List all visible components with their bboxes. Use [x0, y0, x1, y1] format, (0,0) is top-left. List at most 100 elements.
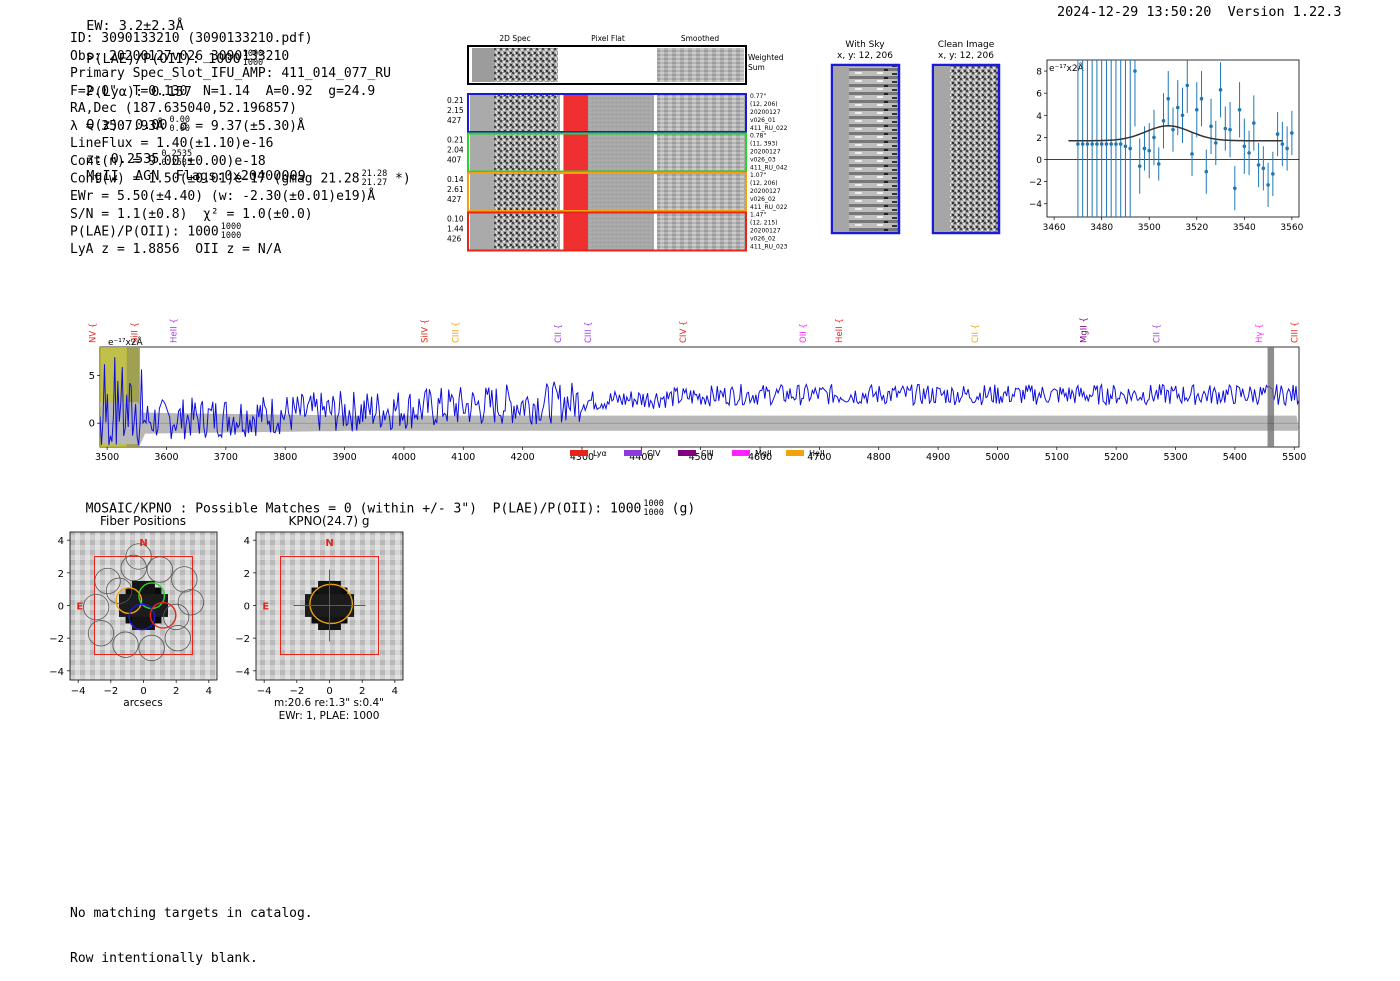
lya-marker: [564, 134, 588, 171]
spectrum-xtick-label: 5100: [1045, 452, 1069, 460]
zoom-data-point: [1204, 169, 1209, 174]
zoom-data-point: [1228, 127, 1232, 132]
with-sky-coords: x, y: 12, 206: [837, 51, 893, 61]
zoom-data-point: [1109, 142, 1113, 146]
zoom-line-plot: e⁻¹⁷x2Å 8 6 4 2 0 −2 −4 3460 3480 3500 3520 3540 356…: [1030, 59, 1304, 233]
fiber-circle: [177, 589, 205, 616]
legend-label: CIII: [701, 449, 714, 458]
spectrum-xtick-label: 4500: [689, 452, 713, 460]
header-qz-frac: 0.00 0.00: [169, 115, 191, 134]
zoom-data-point: [1171, 127, 1175, 132]
error-band: [100, 402, 1299, 445]
cutout-right-label: 411_RU_022: [750, 125, 788, 132]
spectrum-ytick-label: 0: [89, 419, 95, 430]
spectral-line-label: HeII {: [170, 318, 180, 343]
image-xtick-label: 0: [326, 686, 332, 697]
header-ew: EW: 3.2±2.3Å: [86, 18, 184, 34]
zoom-data-point: [1290, 131, 1294, 135]
cutout-left-label: 0.21: [447, 136, 464, 145]
spectrum-xtick-label: 4200: [511, 452, 535, 460]
image-ytick-label: −4: [235, 667, 250, 678]
info-ewr: EWr = 5.50(±4.40) (w: -2.30(±0.01)e19)Å: [70, 189, 376, 204]
zoom-data-point: [1156, 162, 1161, 166]
image-ytick-label: 0: [58, 602, 64, 613]
zoom-ytick-label: 8: [1036, 68, 1042, 78]
fiber-circle: [146, 556, 173, 583]
cutout-left-label: 2.61: [447, 185, 464, 194]
north-label: N: [325, 538, 333, 549]
zoom-data-point: [1128, 146, 1133, 151]
east-label: E: [262, 602, 269, 613]
info-sn: S/N = 1.1(±0.8) χ² = 1.0(±0.0): [70, 206, 313, 222]
fiber-circle: [112, 631, 139, 658]
image-xtick-label: 4: [206, 686, 212, 697]
legend-label: Lyα: [593, 449, 607, 458]
zoom-data-point: [1261, 166, 1266, 171]
cutout-right-label: 20200127: [750, 188, 781, 195]
header-plae: P(LAE)/P(OII): 1000: [86, 51, 241, 67]
legend-label: HeII: [809, 449, 825, 458]
cutout-left-label: 0.21: [447, 96, 464, 105]
image-xtick-label: −4: [257, 686, 272, 697]
spectral-line-label: OII {: [799, 323, 809, 343]
legend-swatch: [732, 450, 750, 456]
cutout-right-label: (12, 206): [750, 180, 778, 187]
region-box: [280, 556, 379, 655]
fiber-positions-title: Fiber Positions: [100, 514, 186, 528]
legend-label: MgII: [755, 449, 772, 458]
zoom-data-point: [1213, 141, 1218, 145]
zoom-data-point: [1275, 132, 1280, 136]
zoom-data-point: [1123, 144, 1128, 149]
svg-text:HeII {: HeII {: [170, 318, 180, 343]
lya-marker: [564, 213, 588, 250]
cutout-left-label: 427: [447, 195, 462, 204]
spectrum-legend: Lyα CIV CIII MgII HeII: [570, 449, 825, 458]
image-ytick-label: −2: [49, 634, 64, 645]
spectrum-xtick-label: 3900: [332, 452, 356, 460]
info-lambda: λ = 3507.93Å σ = 9.37(±5.30)Å: [70, 118, 305, 134]
spectrum-xtick-label: 4900: [926, 452, 950, 460]
spectrum-xtick-label: 4000: [392, 452, 416, 460]
zoom-data-point: [1114, 142, 1118, 146]
weighted-sum-label-2: Sum: [748, 63, 765, 72]
image-xtick-label: −2: [103, 686, 118, 697]
cutout-left-label: 0.14: [447, 175, 464, 184]
spectrum-xtick-label: 3700: [214, 452, 238, 460]
svg-text:CII {: CII {: [554, 324, 564, 343]
full-spectrum-plot: NV {SiII {HeII {SiIV {CIII {CII {CIII {C…: [88, 317, 1306, 460]
zoom-plot-frame: [1046, 59, 1300, 218]
cutout-border: [467, 172, 747, 212]
lya-marker: [564, 174, 588, 210]
header-plae-frac: 1000 1000: [242, 49, 264, 68]
cutout-right-label: (12, 215): [750, 220, 778, 227]
fiber-circle-highlight: [128, 603, 156, 631]
cutout-right-label: v026_02: [750, 196, 776, 203]
clean-image-title: Clean Image: [938, 40, 995, 50]
spectral-line-label: CIII {: [452, 321, 462, 343]
zoom-content: 8 6 4 2 0 −2 −4 3460 3480 3500 3520 3540 3560: [1030, 60, 1304, 233]
header-qz: Q(z): 0.00: [86, 117, 168, 133]
image-xtick-label: −4: [71, 686, 86, 697]
spectrum-unit-label: e⁻¹⁷x2Å: [108, 336, 144, 348]
svg-text:OII {: OII {: [799, 323, 809, 343]
spectrum-ytick-label: 5: [89, 371, 95, 382]
info-primary: Primary Spec_Slot_IFU_AMP: 411_014_077_R…: [70, 66, 391, 81]
spectrum-xtick-label: 4700: [807, 452, 831, 460]
svg-text:CIV {: CIV {: [679, 321, 689, 343]
kpno-title: KPNO(24.7) g: [288, 514, 369, 528]
zoom-data-point: [1161, 119, 1166, 123]
info-plae: P(LAE)/P(OII): 1000 1000 1000: [70, 222, 242, 241]
masked-region: [1267, 347, 1275, 447]
zoom-data-point: [1242, 144, 1247, 149]
image-ytick-label: 0: [244, 602, 250, 613]
fiber-circle: [125, 543, 152, 570]
zoom-data-point: [1180, 113, 1185, 118]
svg-text:SiIV {: SiIV {: [421, 319, 431, 343]
spectral-line-label: Hγ {: [1255, 323, 1265, 343]
zoom-data-point: [1271, 172, 1275, 176]
info-contn: Cont(n) = 9.00(±0.00)e-18: [70, 153, 266, 169]
zoom-ytick-label: −4: [1030, 200, 1042, 210]
cutout-left-label: 2.15: [447, 106, 464, 115]
spectral-line-label: MgII {: [1080, 317, 1090, 343]
col-title-2dspec: 2D Spec: [499, 34, 530, 43]
